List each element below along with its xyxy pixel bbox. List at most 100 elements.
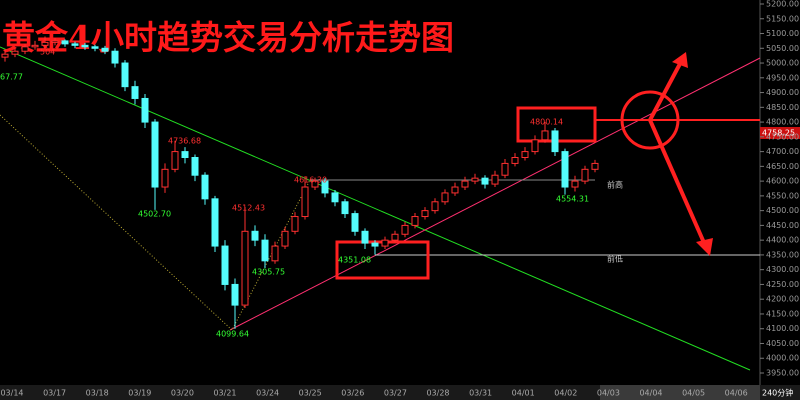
candle-body bbox=[341, 201, 349, 215]
annotation: 4305.75 bbox=[252, 268, 285, 277]
candle-body bbox=[211, 198, 219, 247]
candle-body bbox=[561, 151, 569, 188]
annotation: 67.77 bbox=[0, 73, 23, 82]
x-tick-label: 03/31 bbox=[469, 389, 492, 398]
x-tick-label: 03/17 bbox=[43, 389, 66, 398]
y-tick-label: 4450.00 bbox=[766, 221, 799, 230]
y-tick-label: 4550.00 bbox=[766, 191, 799, 200]
arrow bbox=[648, 119, 707, 246]
candle-body bbox=[581, 168, 589, 182]
candle-body bbox=[81, 44, 89, 48]
annotation: 前高 bbox=[607, 180, 623, 190]
y-tick-label: 4500.00 bbox=[766, 206, 799, 215]
x-tick-label: 04/01 bbox=[512, 389, 535, 398]
highlight-circle bbox=[620, 90, 680, 150]
candle-body bbox=[171, 151, 179, 170]
candle-body bbox=[161, 168, 169, 188]
y-tick-label: 4600.00 bbox=[766, 177, 799, 186]
y-tick-label: 4650.00 bbox=[766, 162, 799, 171]
annotation: 4502.70 bbox=[138, 210, 171, 219]
y-tick-label: 5050.00 bbox=[766, 44, 799, 53]
x-tick-label: 04/06 bbox=[725, 389, 748, 398]
candle-body bbox=[51, 40, 59, 43]
candle-body bbox=[141, 97, 149, 123]
candle-body bbox=[11, 50, 19, 55]
candle-body bbox=[511, 157, 519, 164]
annotation: 前低 bbox=[607, 254, 623, 264]
candle-body bbox=[391, 233, 399, 241]
candle-body bbox=[261, 239, 269, 262]
candle-body bbox=[251, 230, 259, 241]
candle-body bbox=[321, 180, 329, 194]
x-tick-label: 04/04 bbox=[639, 389, 662, 398]
candle-body bbox=[441, 192, 449, 203]
candle-body bbox=[421, 210, 429, 218]
candle-body bbox=[241, 230, 249, 306]
candle-body bbox=[311, 180, 319, 188]
candle-body bbox=[491, 174, 499, 185]
x-tick-label: 03/25 bbox=[299, 389, 322, 398]
y-tick-label: 3950.00 bbox=[766, 369, 799, 378]
candle-body bbox=[481, 177, 489, 185]
annotation: 4616.30 bbox=[294, 176, 327, 185]
candle-body bbox=[571, 180, 579, 188]
y-tick-label: 5150.00 bbox=[766, 14, 799, 23]
candle-body bbox=[131, 86, 139, 99]
candle-body bbox=[1, 53, 9, 58]
candle-body bbox=[31, 44, 39, 48]
candle-body bbox=[291, 216, 299, 232]
x-tick-label: 03/21 bbox=[213, 389, 236, 398]
candle-body bbox=[471, 177, 479, 182]
trend-line bbox=[0, 46, 751, 371]
candle-body bbox=[531, 139, 539, 153]
annotation: 4736.68 bbox=[168, 137, 201, 146]
candle-body bbox=[71, 43, 79, 46]
annotation: 240分钟 bbox=[762, 388, 793, 398]
x-tick-label: 03/26 bbox=[341, 389, 364, 398]
candle-body bbox=[91, 46, 99, 49]
candle-body bbox=[411, 216, 419, 226]
price-box bbox=[760, 127, 800, 139]
candle-body bbox=[151, 121, 159, 188]
x-tick-label: 03/27 bbox=[384, 389, 407, 398]
y-tick-label: 4350.00 bbox=[766, 250, 799, 259]
annotation: 4099.64 bbox=[216, 330, 249, 339]
candle-body bbox=[231, 283, 239, 306]
candle-body bbox=[21, 46, 29, 52]
candle-body bbox=[271, 245, 279, 262]
arrow-head bbox=[672, 52, 688, 68]
x-tick-label: 03/19 bbox=[128, 389, 151, 398]
annotation: 4758.25 bbox=[762, 129, 795, 138]
candle-body bbox=[111, 50, 119, 64]
y-tick-label: 4250.00 bbox=[766, 280, 799, 289]
candle-body bbox=[351, 213, 359, 232]
candle-body bbox=[371, 242, 379, 247]
annotation: 4800.14 bbox=[530, 118, 563, 127]
candle-body bbox=[61, 40, 69, 45]
y-tick-label: 5100.00 bbox=[766, 29, 799, 38]
arrow-head bbox=[696, 238, 713, 256]
x-tick-label: 04/05 bbox=[682, 389, 705, 398]
x-tick-label: 03/20 bbox=[171, 389, 194, 398]
candle-body bbox=[331, 192, 339, 203]
y-tick-label: 5200.00 bbox=[766, 0, 799, 9]
annotation: 4512.43 bbox=[232, 204, 265, 213]
candle-body bbox=[551, 130, 559, 153]
y-tick-label: 4400.00 bbox=[766, 236, 799, 245]
y-tick-label: 4050.00 bbox=[766, 339, 799, 348]
candle-body bbox=[361, 230, 369, 244]
x-tick-label: 03/28 bbox=[426, 389, 449, 398]
y-tick-label: 4900.00 bbox=[766, 88, 799, 97]
candle-body bbox=[191, 157, 199, 176]
y-tick-label: 4000.00 bbox=[766, 354, 799, 363]
candle-body bbox=[521, 151, 529, 159]
candle-body bbox=[431, 201, 439, 212]
candle-body bbox=[281, 230, 289, 247]
y-tick-label: 4850.00 bbox=[766, 103, 799, 112]
annotations-shapes bbox=[0, 46, 800, 371]
y-tick-label: 4800.00 bbox=[766, 118, 799, 127]
y-tick-label: 4300.00 bbox=[766, 265, 799, 274]
x-tick-label: 04/02 bbox=[554, 389, 577, 398]
x-tick-label: 03/14 bbox=[0, 389, 23, 398]
